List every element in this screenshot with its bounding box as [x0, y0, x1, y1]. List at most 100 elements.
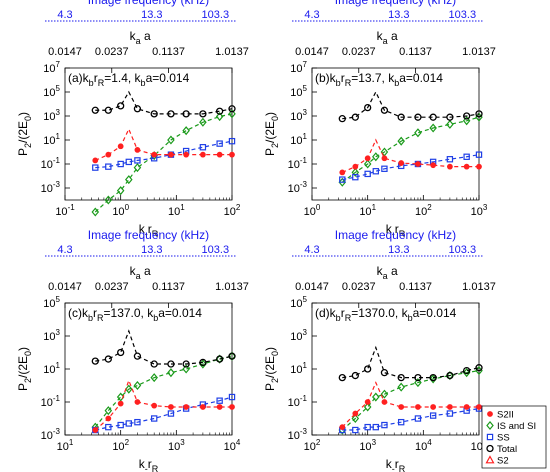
y-tick-label: 103: [290, 328, 307, 343]
data-point: [216, 355, 224, 363]
y-tick-label: 101: [43, 361, 60, 376]
data-point: [352, 163, 359, 170]
data-point: [415, 161, 421, 167]
ka-tick-label: 1.0137: [462, 281, 496, 293]
data-point: [429, 412, 437, 419]
data-point: [381, 165, 388, 172]
data-point: [397, 382, 405, 392]
y-axis-label: P2/(2E0): [263, 347, 280, 391]
data-point: [352, 426, 359, 434]
data-point: [167, 110, 175, 118]
y-tick-label: 101: [290, 361, 307, 376]
data-point: [446, 404, 453, 410]
data-point: [372, 392, 380, 402]
data-point: [133, 352, 142, 360]
data-point: [91, 106, 99, 114]
data-point: [104, 355, 112, 363]
data-point: [446, 410, 454, 417]
data-point: [229, 151, 235, 158]
data-point: [91, 357, 99, 365]
freq-tick-label: 103.3: [449, 244, 477, 256]
legend-label: SS: [497, 433, 510, 444]
plot-frame: [64, 67, 233, 201]
data-point: [125, 384, 133, 394]
data-point: [414, 113, 422, 121]
data-point: [372, 168, 380, 175]
data-point: [463, 163, 470, 170]
data-point: [117, 421, 124, 429]
freq-tick-label: 4.3: [304, 244, 319, 256]
legend-label: Total: [497, 444, 517, 455]
ka-tick-label: 0.1137: [152, 46, 185, 58]
y-tick-label: 103: [290, 108, 307, 123]
x-tick-label: 104: [224, 438, 241, 453]
x-tick-label: 102: [112, 438, 129, 453]
data-point: [430, 162, 437, 169]
data-point: [134, 399, 141, 405]
data-point: [182, 364, 190, 374]
x-tick-label: 102: [224, 203, 241, 218]
legend-marker: [486, 444, 494, 453]
series-line: [94, 378, 232, 431]
legend-marker: [485, 455, 495, 464]
freq-tick-label: 13.3: [141, 9, 162, 21]
data-point: [364, 365, 372, 373]
data-point: [462, 368, 471, 378]
y-tick-label: 10-1: [41, 394, 61, 409]
data-point: [351, 371, 359, 380]
data-point: [475, 151, 483, 158]
data-point: [134, 146, 141, 153]
data-point: [352, 173, 359, 181]
data-point: [92, 157, 99, 164]
data-point: [380, 389, 389, 399]
freq-tick-label: 13.3: [141, 244, 162, 256]
y-tick-label: 10-1: [41, 156, 61, 171]
freq-tick-label: 103.3: [202, 9, 230, 21]
data-point: [446, 113, 454, 121]
x-axis-label: k-rR: [386, 457, 406, 472]
data-point: [228, 109, 236, 119]
y-tick-label: 105: [43, 295, 60, 310]
y-tick-label: 10-3: [41, 427, 61, 442]
legend-label: S2: [497, 456, 509, 467]
data-point: [397, 113, 405, 121]
data-point: [363, 402, 372, 412]
ka-tick-label: 0.0147: [48, 281, 82, 293]
data-point: [463, 366, 471, 375]
data-point: [446, 119, 454, 129]
data-point: [475, 364, 483, 372]
data-point: [183, 151, 190, 158]
y-tick-label: 101: [290, 132, 307, 147]
data-point: [363, 159, 372, 169]
data-point: [150, 110, 158, 118]
data-point: [134, 418, 141, 426]
data-point: [117, 400, 124, 407]
y-tick-label: 103: [43, 328, 60, 343]
data-point: [364, 423, 371, 431]
series-line: [341, 381, 479, 428]
data-point: [381, 399, 388, 405]
series-line: [342, 407, 480, 431]
freq-tick-label: 13.3: [388, 244, 409, 256]
freq-axis-label: Image frequency (kHz): [88, 0, 209, 7]
ka-axis-label: ka a: [377, 264, 398, 281]
chart-panel: 101 102 103 104 10-3 10-1 101 103 105 k-rR P2/(2E0…: [16, 228, 249, 472]
data-point: [380, 106, 389, 114]
data-point: [117, 102, 125, 110]
data-point: [228, 105, 236, 113]
data-point: [351, 167, 360, 177]
y-tick-label: 10-1: [288, 394, 308, 409]
series-line: [94, 113, 233, 213]
data-point: [429, 373, 437, 382]
x-tick-label: 103: [359, 438, 376, 453]
y-tick-label: 101: [43, 132, 60, 147]
data-point: [199, 404, 206, 410]
data-point: [380, 369, 389, 377]
data-point: [463, 404, 470, 410]
data-point: [475, 110, 483, 118]
freq-tick-label: 4.3: [57, 9, 72, 21]
freq-axis-label: Image frequency (kHz): [335, 0, 456, 7]
data-point: [414, 378, 422, 388]
data-point: [116, 392, 125, 402]
data-point: [398, 404, 405, 410]
